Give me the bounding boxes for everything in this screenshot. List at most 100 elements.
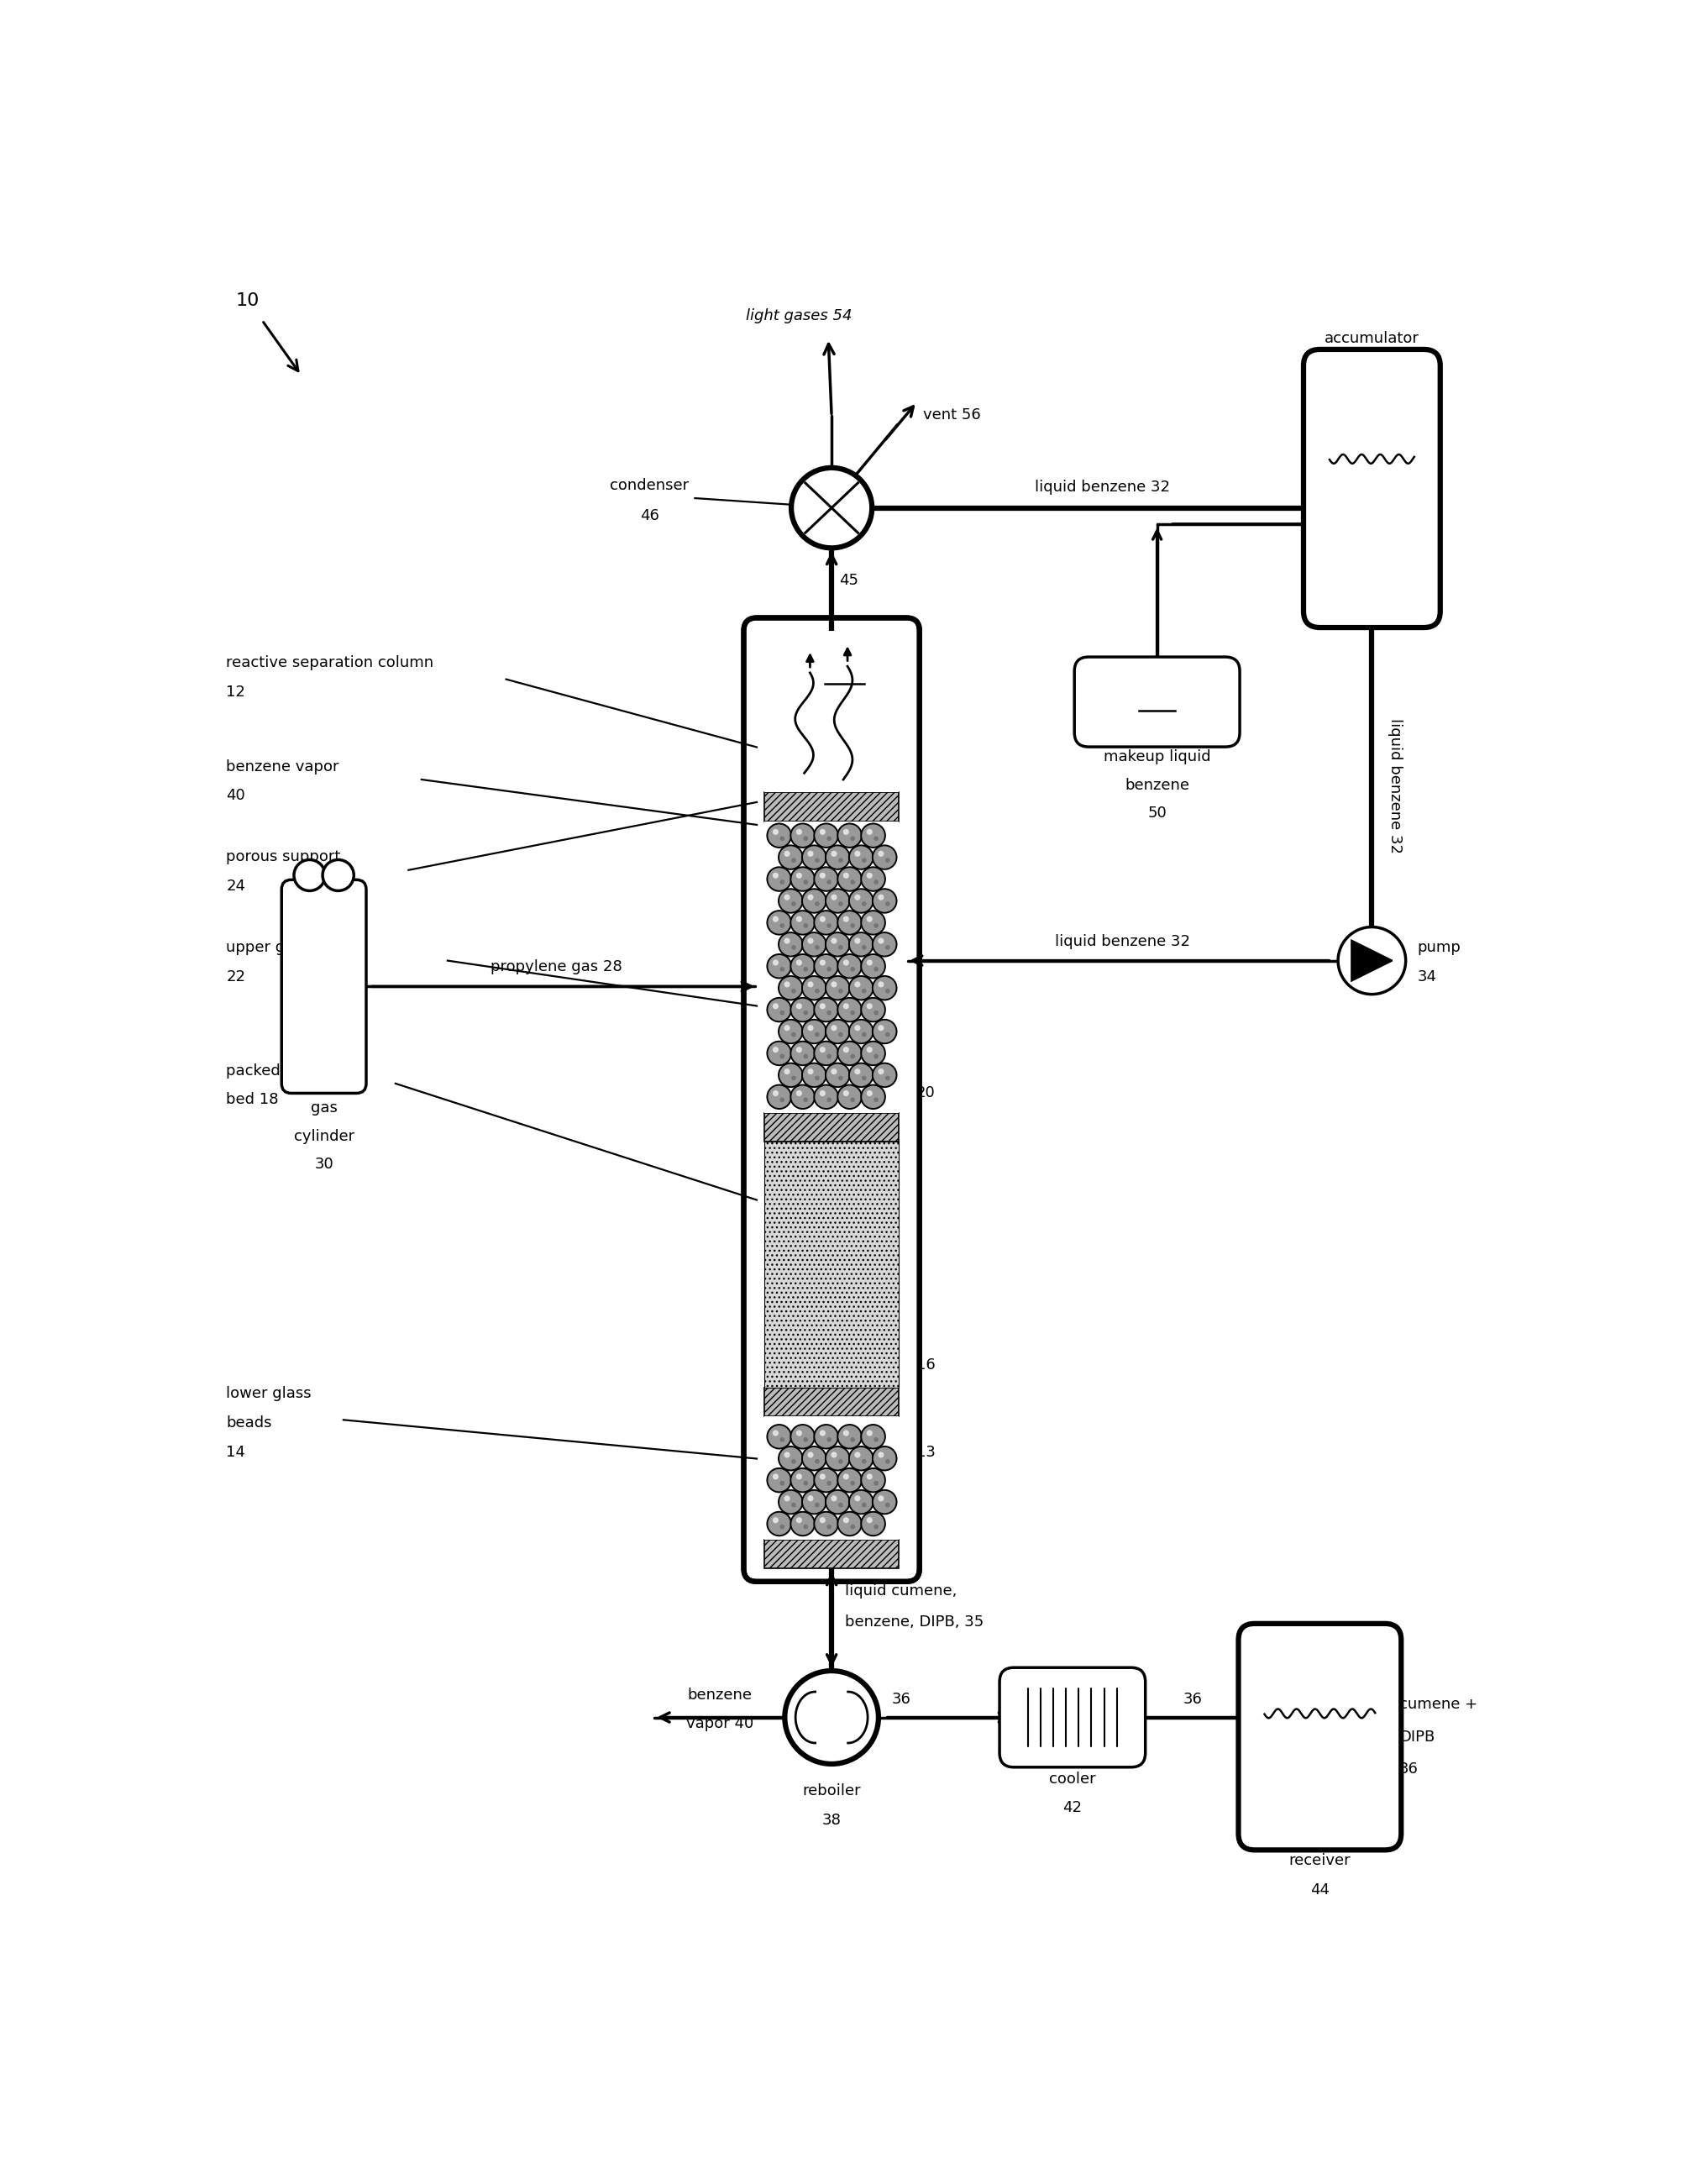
Circle shape: [791, 1459, 796, 1463]
Text: DIPB: DIPB: [1398, 1730, 1434, 1745]
Circle shape: [801, 933, 825, 957]
Circle shape: [796, 915, 801, 922]
Circle shape: [849, 1446, 873, 1470]
Circle shape: [861, 1459, 866, 1463]
Circle shape: [866, 1518, 871, 1522]
Circle shape: [885, 946, 890, 950]
Bar: [764, 1387, 899, 1417]
Circle shape: [784, 852, 789, 856]
Circle shape: [779, 1481, 784, 1485]
Circle shape: [789, 1424, 815, 1448]
Circle shape: [837, 902, 842, 906]
Circle shape: [772, 1474, 777, 1479]
Circle shape: [873, 968, 878, 972]
Text: gas: gas: [310, 1101, 338, 1116]
Circle shape: [849, 836, 854, 841]
Circle shape: [873, 880, 878, 885]
Text: cylinder: cylinder: [293, 1129, 355, 1144]
Circle shape: [784, 981, 789, 987]
Bar: [764, 631, 899, 793]
Circle shape: [849, 889, 873, 913]
Circle shape: [789, 1468, 815, 1492]
Circle shape: [791, 1503, 796, 1507]
Circle shape: [878, 1024, 883, 1031]
Circle shape: [815, 1077, 818, 1081]
Text: 45: 45: [839, 572, 858, 587]
Circle shape: [803, 924, 808, 928]
Circle shape: [854, 981, 859, 987]
Bar: [764, 793, 899, 821]
Circle shape: [827, 1437, 830, 1441]
Circle shape: [861, 1042, 885, 1066]
Circle shape: [830, 937, 837, 943]
Circle shape: [837, 989, 842, 994]
Circle shape: [873, 1437, 878, 1441]
Circle shape: [796, 1474, 801, 1479]
Circle shape: [837, 1424, 861, 1448]
Circle shape: [796, 1002, 801, 1009]
Circle shape: [842, 874, 849, 878]
Circle shape: [885, 1459, 890, 1463]
Circle shape: [830, 981, 837, 987]
Circle shape: [827, 1055, 830, 1059]
Circle shape: [837, 858, 842, 863]
Text: upper glass beads: upper glass beads: [227, 939, 365, 954]
Circle shape: [849, 845, 873, 869]
Circle shape: [779, 1524, 784, 1529]
Circle shape: [796, 1090, 801, 1096]
Circle shape: [849, 1055, 854, 1059]
Circle shape: [779, 1055, 784, 1059]
FancyBboxPatch shape: [743, 618, 919, 1581]
Circle shape: [779, 836, 784, 841]
Circle shape: [779, 1099, 784, 1103]
Circle shape: [825, 976, 849, 1000]
Circle shape: [866, 915, 871, 922]
Circle shape: [854, 1068, 859, 1075]
Circle shape: [789, 823, 815, 847]
Circle shape: [827, 968, 830, 972]
Text: lower glass: lower glass: [227, 1387, 312, 1402]
Circle shape: [818, 959, 825, 965]
Circle shape: [827, 1011, 830, 1016]
Circle shape: [806, 1496, 813, 1500]
Circle shape: [830, 1024, 837, 1031]
Circle shape: [784, 1024, 789, 1031]
FancyBboxPatch shape: [1074, 657, 1240, 747]
Circle shape: [861, 946, 866, 950]
Circle shape: [803, 836, 808, 841]
Circle shape: [803, 880, 808, 885]
Circle shape: [789, 1085, 815, 1109]
Circle shape: [801, 976, 825, 1000]
Circle shape: [806, 1452, 813, 1459]
Circle shape: [818, 1431, 825, 1437]
Circle shape: [825, 1064, 849, 1088]
Circle shape: [866, 1002, 871, 1009]
Circle shape: [815, 946, 818, 950]
Text: 36: 36: [1183, 1693, 1202, 1708]
Circle shape: [849, 1099, 854, 1103]
Bar: [764, 1142, 899, 1387]
Circle shape: [772, 1431, 777, 1437]
Circle shape: [871, 1446, 897, 1470]
Circle shape: [818, 874, 825, 878]
Circle shape: [813, 823, 837, 847]
Circle shape: [767, 911, 791, 935]
Text: beads: beads: [227, 1415, 271, 1431]
Circle shape: [777, 1020, 803, 1044]
Circle shape: [861, 858, 866, 863]
Circle shape: [837, 1459, 842, 1463]
Circle shape: [827, 836, 830, 841]
Circle shape: [767, 1511, 791, 1535]
Circle shape: [861, 954, 885, 978]
Circle shape: [861, 1077, 866, 1081]
Circle shape: [813, 867, 837, 891]
Circle shape: [813, 911, 837, 935]
Circle shape: [789, 954, 815, 978]
Circle shape: [849, 1481, 854, 1485]
Circle shape: [861, 1511, 885, 1535]
Circle shape: [796, 1431, 801, 1437]
Text: 10: 10: [235, 293, 259, 310]
Polygon shape: [1350, 941, 1391, 981]
Circle shape: [772, 959, 777, 965]
Text: 20: 20: [916, 1085, 934, 1101]
